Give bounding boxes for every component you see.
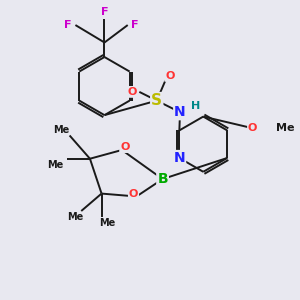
Text: F: F: [64, 20, 72, 30]
Text: S: S: [151, 93, 162, 108]
Text: B: B: [157, 172, 168, 186]
Text: O: O: [248, 123, 257, 133]
Text: Me: Me: [67, 212, 83, 222]
Text: O: O: [120, 142, 130, 152]
Text: Me: Me: [47, 160, 63, 170]
Text: Me: Me: [276, 123, 294, 133]
Text: Me: Me: [99, 218, 116, 228]
Text: N: N: [174, 105, 186, 119]
Text: H: H: [191, 101, 201, 111]
Text: O: O: [165, 71, 175, 81]
Text: Me: Me: [53, 125, 69, 135]
Text: F: F: [101, 7, 108, 17]
Text: O: O: [129, 189, 138, 199]
Text: O: O: [128, 87, 137, 97]
Text: N: N: [173, 151, 185, 165]
Text: F: F: [131, 20, 139, 30]
